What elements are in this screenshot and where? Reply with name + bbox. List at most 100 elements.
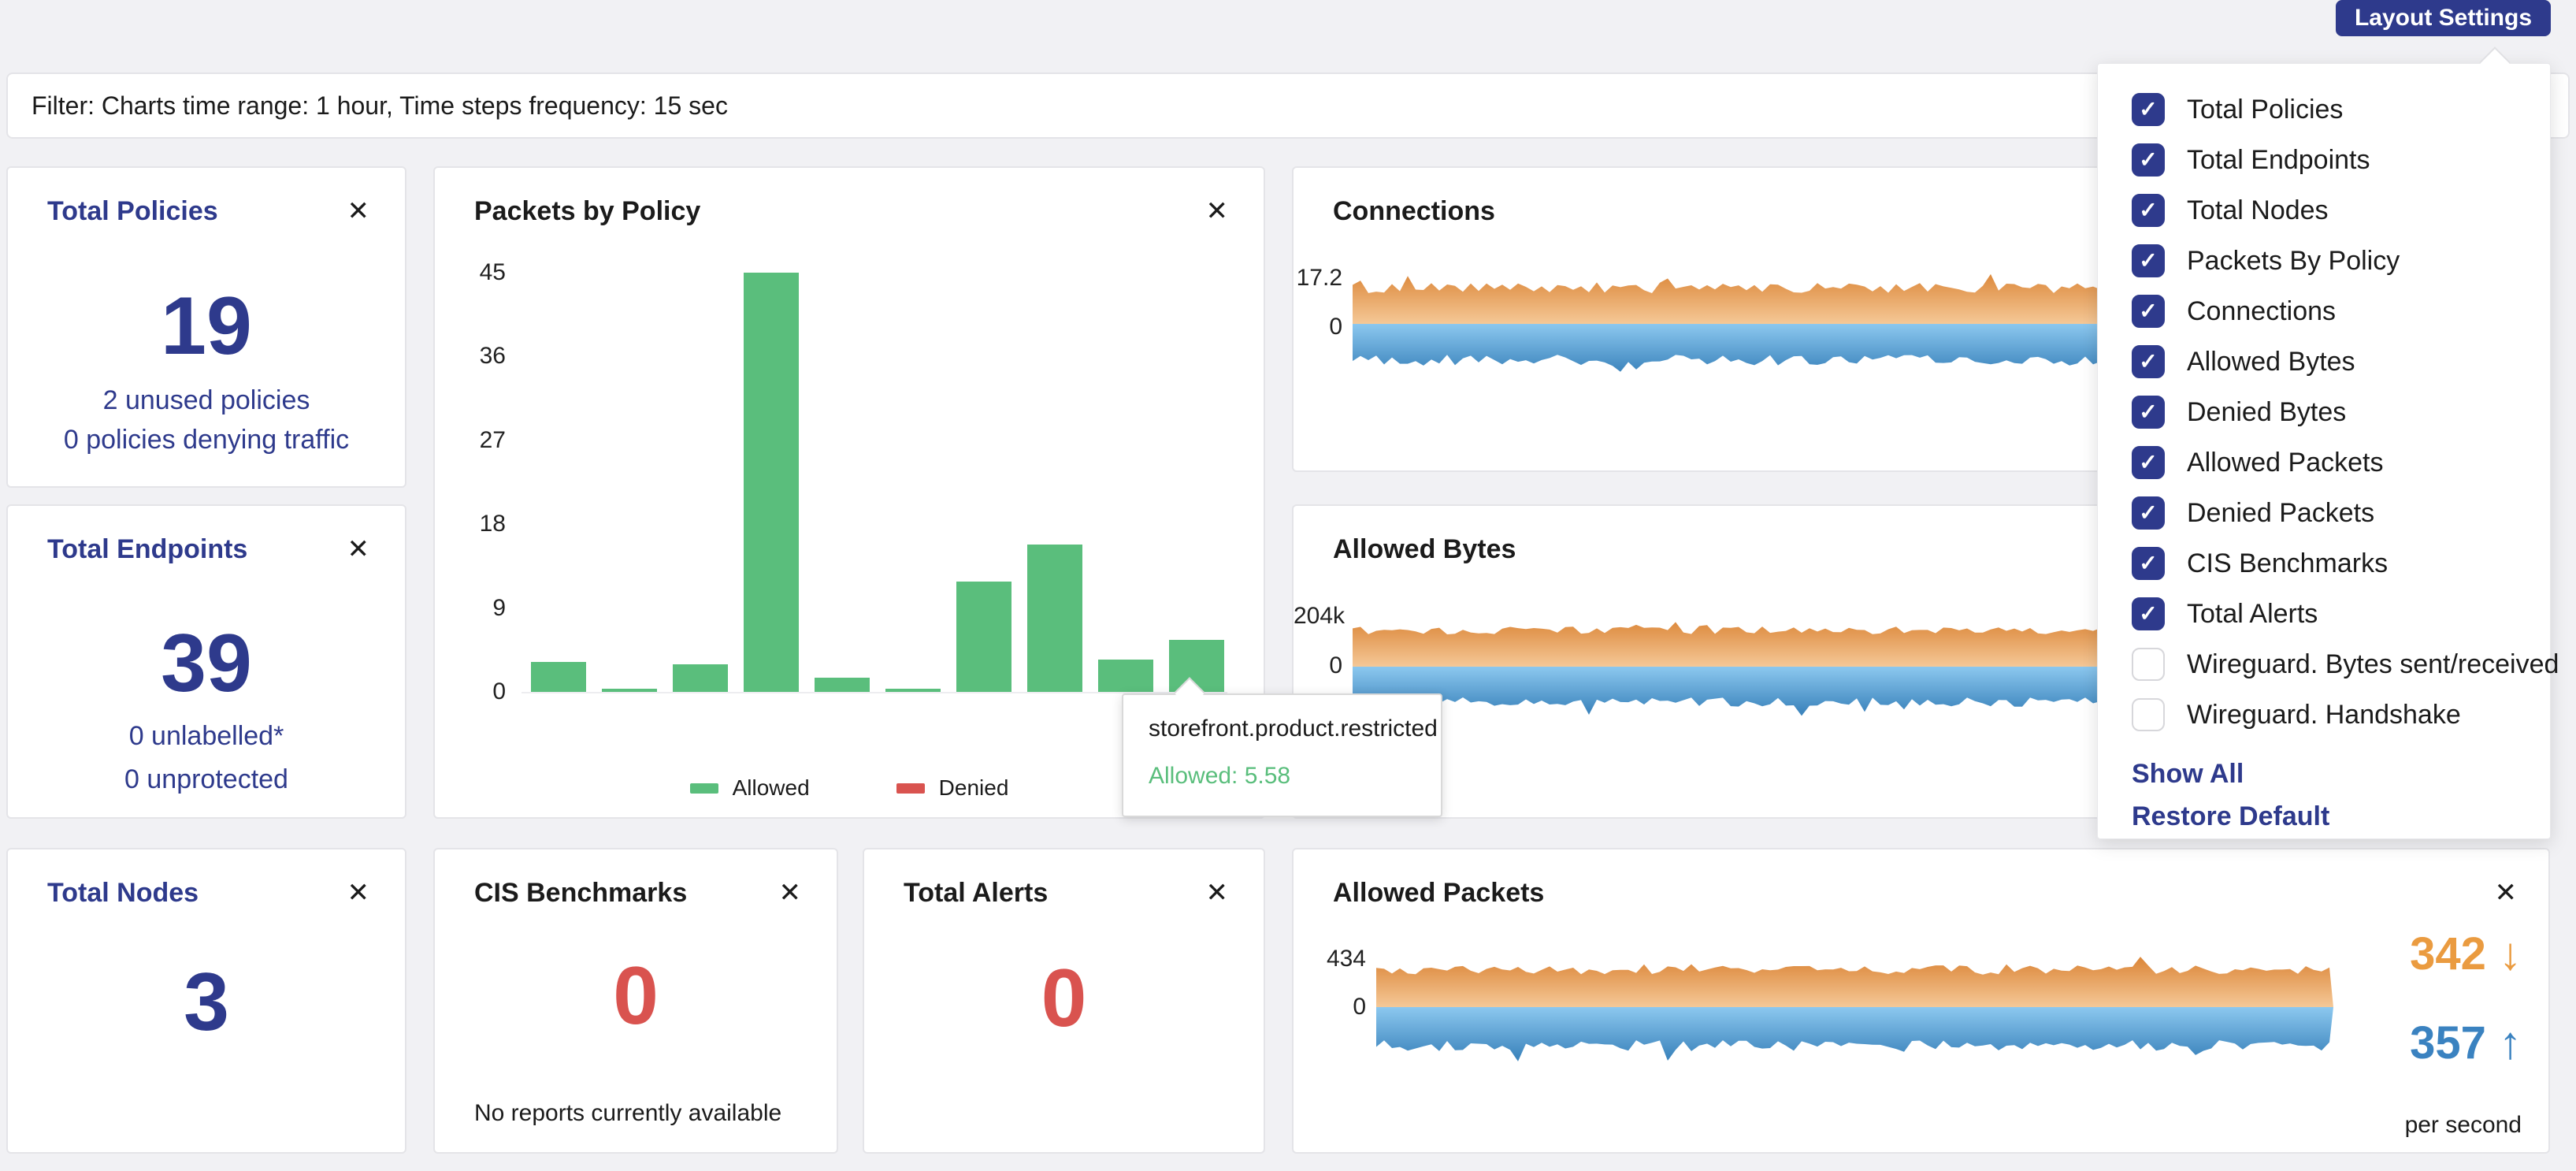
checkbox-unchecked[interactable]: [2132, 648, 2165, 681]
checkbox-checked[interactable]: ✓: [2132, 496, 2165, 530]
bar-allowed-1[interactable]: [602, 689, 657, 692]
dropdown-item-total-nodes[interactable]: ✓ Total Nodes: [2098, 185, 2550, 236]
dropdown-item-label: Denied Bytes: [2187, 396, 2347, 427]
y-axis-zero-label: 0: [1329, 314, 1342, 340]
denied-swatch: [896, 783, 925, 794]
close-icon[interactable]: ✕: [347, 196, 370, 226]
x-axis-line: [522, 692, 1227, 693]
checkbox-unchecked[interactable]: [2132, 698, 2165, 731]
chart-tooltip: storefront.product.restricted Allowed: 5…: [1122, 677, 1442, 817]
tooltip-allowed-value: Allowed: 5.58: [1149, 763, 1291, 789]
checkbox-checked[interactable]: ✓: [2132, 194, 2165, 227]
bar-allowed-2[interactable]: [673, 664, 728, 692]
y-axis-tick-label: 0: [492, 678, 506, 704]
card-title: Total Nodes: [47, 878, 199, 908]
checkbox-checked[interactable]: ✓: [2132, 446, 2165, 479]
no-reports-note: No reports currently available: [474, 1100, 782, 1126]
cis-benchmarks-value: 0: [613, 950, 659, 1042]
packets-down-stat: 342 ↓: [2410, 928, 2522, 980]
checkbox-checked[interactable]: ✓: [2132, 143, 2165, 177]
checkbox-checked[interactable]: ✓: [2132, 396, 2165, 429]
dropdown-caret: [2479, 46, 2511, 78]
dropdown-item-label: Wireguard. Bytes sent/received: [2187, 649, 2559, 679]
dropdown-item-label: Wireguard. Handshake: [2187, 699, 2461, 730]
close-icon[interactable]: ✕: [347, 534, 370, 564]
denying-policies-line: 0 policies denying traffic: [63, 425, 350, 455]
total-endpoints-value: 39: [161, 618, 252, 709]
packets-by-policy-chart[interactable]: 45 36 27 18 9 0: [435, 168, 1264, 817]
card-total-endpoints: Total Endpoints ✕ 39 0 unlabelled* 0 unp…: [6, 504, 406, 819]
y-axis-zero-label: 0: [1353, 994, 1366, 1020]
layout-settings-button[interactable]: Layout Settings: [2335, 0, 2551, 36]
card-title: Allowed Bytes: [1333, 534, 1516, 564]
close-icon[interactable]: ✕: [1205, 878, 1229, 908]
arrow-up-icon: ↑: [2499, 1017, 2522, 1069]
close-icon[interactable]: ✕: [347, 878, 370, 908]
check-icon: ✓: [2139, 248, 2158, 273]
packets-down-value: 342: [2410, 928, 2486, 980]
dropdown-item-connections[interactable]: ✓ Connections: [2098, 286, 2550, 336]
inbound-area: [1376, 957, 2333, 1007]
y-axis-tick-label: 27: [479, 426, 506, 453]
dropdown-item-label: Packets By Policy: [2187, 245, 2400, 276]
filter-text: Filter: Charts time range: 1 hour, Time …: [32, 91, 728, 120]
bar-allowed-9[interactable]: [1169, 640, 1224, 692]
card-title: Allowed Packets: [1333, 878, 1545, 908]
check-icon: ✓: [2139, 500, 2158, 525]
bar-allowed-6[interactable]: [956, 582, 1011, 692]
check-icon: ✓: [2139, 97, 2158, 121]
card-total-policies: Total Policies ✕ 19 2 unused policies 0 …: [6, 166, 406, 488]
tooltip-policy-name: storefront.product.restricted: [1149, 716, 1438, 742]
dropdown-item-label: Total Endpoints: [2187, 144, 2370, 175]
y-axis-tick-label: 45: [479, 259, 506, 285]
bar-allowed-7[interactable]: [1027, 545, 1082, 692]
dropdown-item-denied-packets[interactable]: ✓ Denied Packets: [2098, 488, 2550, 538]
checkbox-checked[interactable]: ✓: [2132, 93, 2165, 126]
bar-allowed-0[interactable]: [531, 662, 586, 692]
dropdown-item-total-endpoints[interactable]: ✓ Total Endpoints: [2098, 135, 2550, 185]
checkbox-checked[interactable]: ✓: [2132, 345, 2165, 378]
check-icon: ✓: [2139, 450, 2158, 474]
close-icon[interactable]: ✕: [1205, 196, 1229, 226]
dropdown-item-total-alerts[interactable]: ✓ Total Alerts: [2098, 589, 2550, 639]
show-all-link[interactable]: Show All: [2132, 758, 2244, 789]
legend-label: Allowed: [732, 775, 810, 800]
card-title: Total Policies: [47, 196, 218, 226]
legend-item-denied: Denied: [896, 775, 1009, 801]
unprotected-line: 0 unprotected: [124, 764, 288, 794]
bar-allowed-8[interactable]: [1098, 659, 1153, 692]
restore-default-link[interactable]: Restore Default: [2132, 801, 2330, 831]
bar-allowed-4[interactable]: [815, 678, 870, 692]
dropdown-item-packets-by-policy[interactable]: ✓ Packets By Policy: [2098, 236, 2550, 286]
card-allowed-packets: Allowed Packets ✕ 434 0 342 ↓ 357 ↑ per …: [1292, 848, 2550, 1154]
dropdown-links: Show All Restore Default: [2098, 753, 2550, 838]
dropdown-item-label: Allowed Bytes: [2187, 346, 2355, 377]
allowed-packets-stream-chart[interactable]: [1376, 957, 2333, 1083]
packets-up-value: 357: [2410, 1017, 2486, 1069]
chart-legend: Allowed Denied: [435, 775, 1264, 801]
bar-allowed-3[interactable]: [744, 273, 799, 692]
dropdown-item-label: Total Alerts: [2187, 598, 2318, 629]
close-icon[interactable]: ✕: [778, 878, 802, 908]
dropdown-item-allowed-packets[interactable]: ✓ Allowed Packets: [2098, 437, 2550, 488]
check-icon: ✓: [2139, 551, 2158, 575]
checkbox-checked[interactable]: ✓: [2132, 244, 2165, 277]
unused-policies-line: 2 unused policies: [102, 385, 310, 415]
legend-label: Denied: [938, 775, 1009, 800]
dropdown-item-denied-bytes[interactable]: ✓ Denied Bytes: [2098, 387, 2550, 437]
checkbox-checked[interactable]: ✓: [2132, 597, 2165, 630]
checkbox-checked[interactable]: ✓: [2132, 295, 2165, 328]
dropdown-item-cis-benchmarks[interactable]: ✓ CIS Benchmarks: [2098, 538, 2550, 589]
dropdown-item-wireguard-bytes-sent-received[interactable]: Wireguard. Bytes sent/received: [2098, 639, 2559, 690]
check-icon: ✓: [2139, 349, 2158, 374]
dropdown-item-label: Denied Packets: [2187, 497, 2375, 528]
close-icon[interactable]: ✕: [2494, 878, 2518, 908]
checkbox-checked[interactable]: ✓: [2132, 547, 2165, 580]
dropdown-item-total-policies[interactable]: ✓ Total Policies: [2098, 84, 2550, 135]
dropdown-item-allowed-bytes[interactable]: ✓ Allowed Bytes: [2098, 336, 2550, 387]
y-axis-zero-label: 0: [1329, 652, 1342, 678]
card-title: Connections: [1333, 196, 1495, 226]
dropdown-item-wireguard-handshake[interactable]: Wireguard. Handshake: [2098, 690, 2550, 740]
bar-allowed-5[interactable]: [885, 689, 941, 692]
